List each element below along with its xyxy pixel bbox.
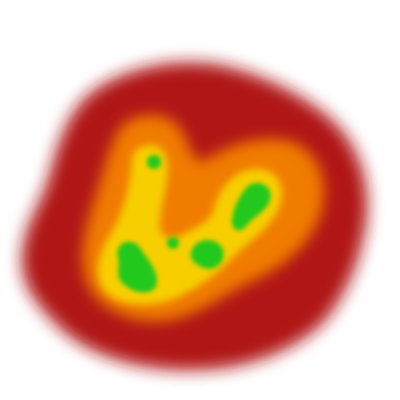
heat-core-top-left [147, 155, 161, 169]
heat-core-center [167, 237, 179, 249]
heat-core-right [232, 182, 271, 231]
heat-cores [117, 155, 271, 293]
heat-core-bottom-center [190, 239, 224, 269]
heat-core-bottom-left [117, 241, 157, 293]
